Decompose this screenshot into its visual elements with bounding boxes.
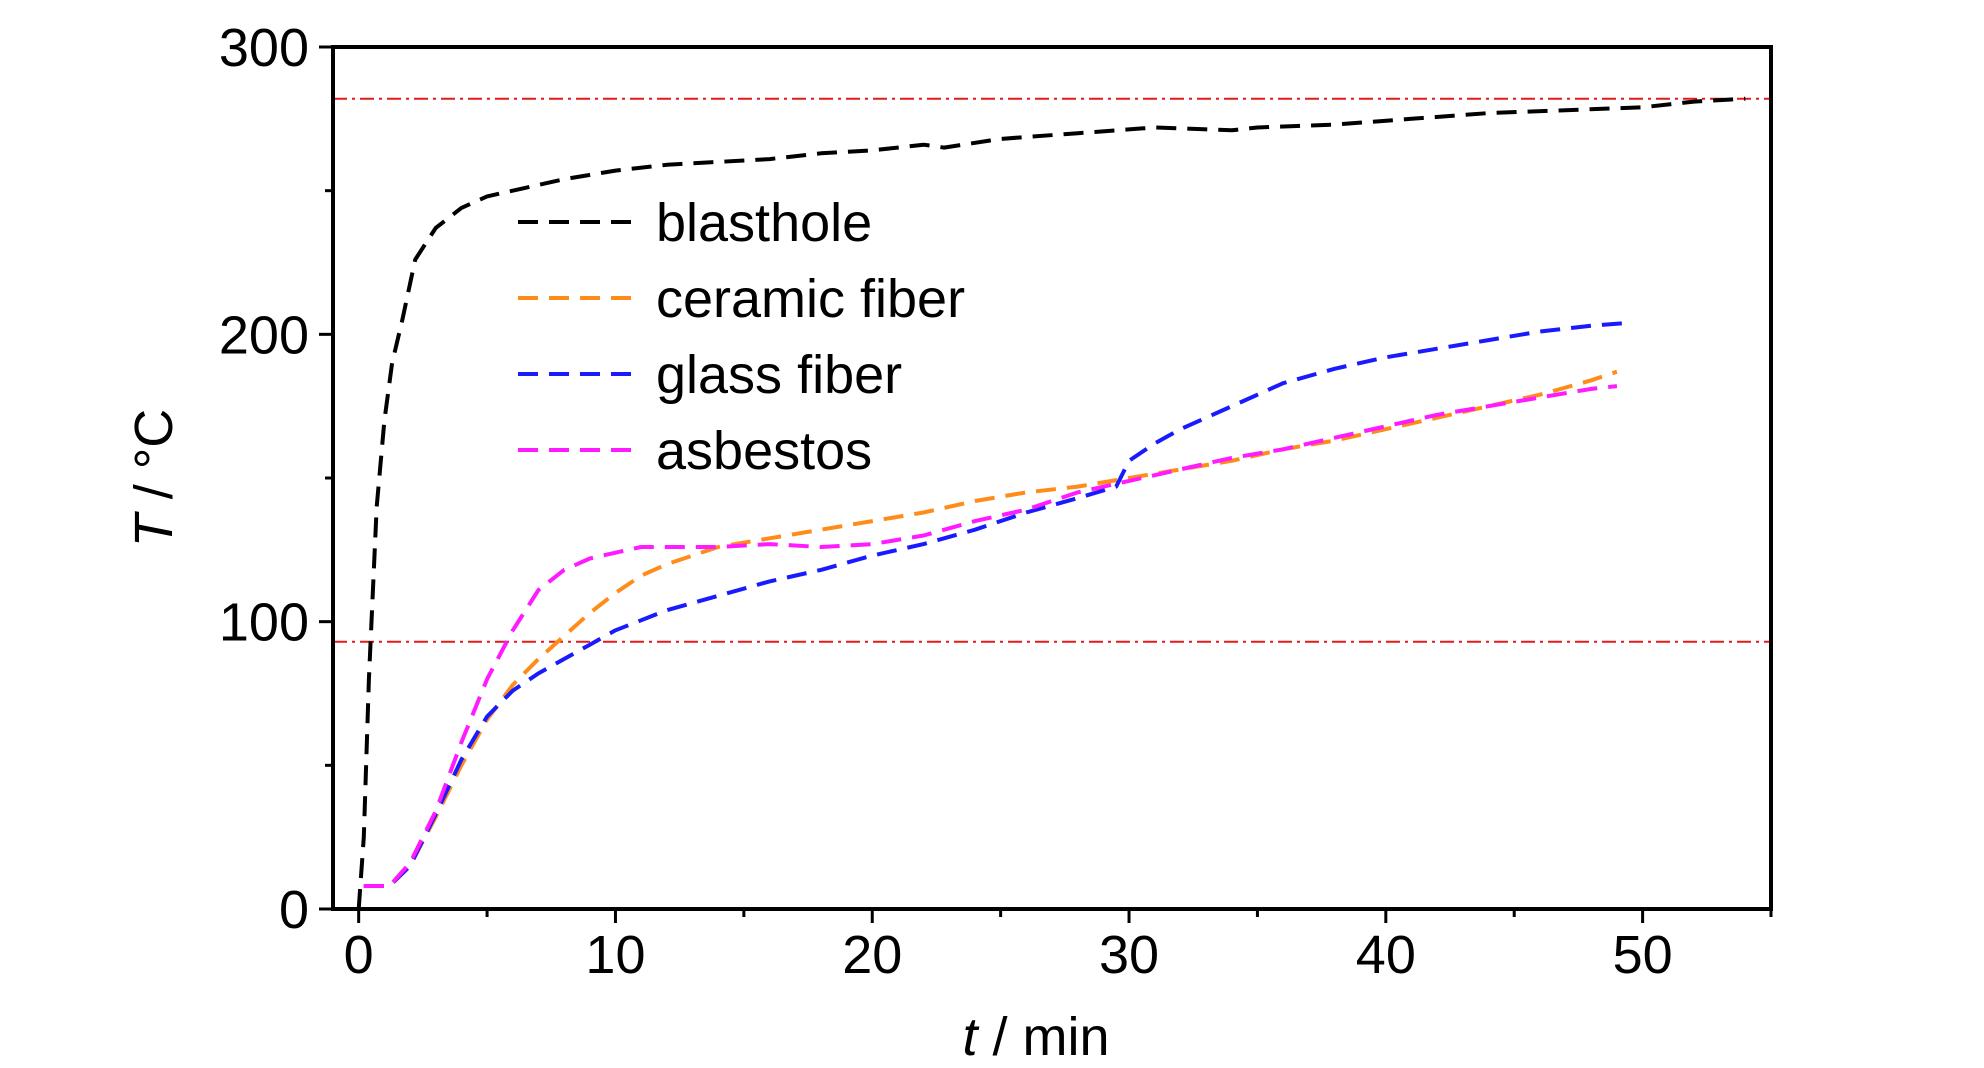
- plot-frame: [331, 45, 1773, 911]
- legend-label-blasthole: blasthole: [656, 193, 872, 253]
- x-axis-label: t / min: [962, 1007, 1109, 1063]
- x-tick-label: 40: [1356, 925, 1416, 985]
- legend-label-glass-fiber: glass fiber: [656, 345, 902, 405]
- y-tick-label: 300: [219, 18, 309, 78]
- y-tick-labels: 0 100 200 300: [219, 18, 309, 940]
- y-tick-label: 200: [219, 305, 309, 365]
- legend-label-asbestos: asbestos: [656, 421, 872, 481]
- x-axis-symbol: t: [962, 1007, 979, 1063]
- y-tick-label: 0: [279, 880, 309, 940]
- x-tick-label: 20: [842, 925, 902, 985]
- legend: blasthole ceramic fiber glass fiber asbesto…: [518, 193, 965, 481]
- x-tick-labels: 0 10 20 30 40 50: [344, 925, 1673, 985]
- y-axis-symbol: T: [124, 510, 184, 547]
- reference-lines: [333, 97, 1771, 643]
- axis-ticks: [319, 45, 1773, 923]
- x-tick-label: 10: [585, 925, 645, 985]
- series-line-glass-fiber: [363, 320, 1630, 888]
- x-tick-label: 30: [1099, 925, 1159, 985]
- series-line-blasthole: [356, 96, 1746, 910]
- y-axis-label: T / °C: [124, 409, 184, 548]
- y-tick-label: 100: [219, 593, 309, 653]
- x-tick-label: 50: [1613, 925, 1673, 985]
- series-lines: [356, 96, 1746, 910]
- x-axis-unit: / min: [977, 1007, 1109, 1063]
- y-axis-unit: / °C: [124, 409, 184, 515]
- series-line-asbestos: [363, 384, 1618, 888]
- x-tick-label: 0: [344, 925, 374, 985]
- legend-label-ceramic-fiber: ceramic fiber: [656, 269, 965, 329]
